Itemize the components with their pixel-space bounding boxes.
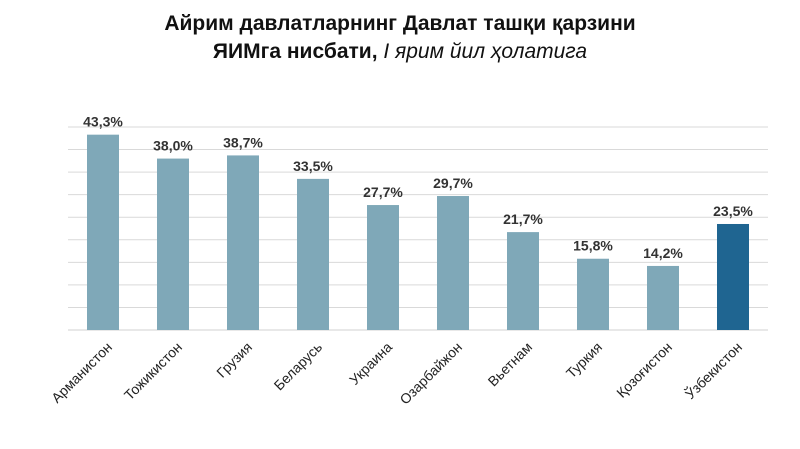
category-label-5: Украина bbox=[346, 339, 395, 388]
bar-6 bbox=[437, 196, 469, 330]
value-label-7: 21,7% bbox=[503, 211, 543, 227]
chart-title-line1: Айрим давлатларнинг Давлат ташқи қарзини bbox=[164, 12, 636, 35]
value-label-5: 27,7% bbox=[363, 184, 403, 200]
value-label-9: 14,2% bbox=[643, 245, 683, 261]
category-label-8: Туркия bbox=[563, 339, 605, 381]
value-label-10: 23,5% bbox=[713, 203, 753, 219]
chart-title: Айрим давлатларнинг Давлат ташқи қарзини… bbox=[0, 10, 800, 66]
category-label-9: Қозоғистон bbox=[613, 339, 675, 401]
category-label-1: Арманистон bbox=[48, 339, 115, 406]
bars bbox=[87, 134, 749, 330]
value-labels: 43,3% 38,0% 38,7% 33,5% 27,7% 29,7% 21,7% 15,8%… bbox=[83, 114, 753, 261]
bar-9 bbox=[647, 265, 679, 330]
value-label-3: 38,7% bbox=[223, 134, 263, 150]
bar-5 bbox=[367, 205, 399, 330]
category-label-7: Вьетнам bbox=[485, 339, 536, 390]
value-label-6: 29,7% bbox=[433, 175, 473, 191]
value-label-1: 43,3% bbox=[83, 114, 123, 130]
bar-10 bbox=[717, 223, 749, 330]
category-label-10: Ўзбекистон bbox=[681, 338, 745, 402]
bar-3 bbox=[227, 155, 259, 330]
bar-7 bbox=[507, 232, 539, 330]
chart-title-line2-bold: ЯИМга нисбати, bbox=[212, 40, 378, 63]
bar-8 bbox=[577, 258, 609, 330]
chart-title-line2: ЯИМга нисбати, I ярим йил ҳолатига bbox=[0, 38, 800, 66]
value-label-8: 15,8% bbox=[573, 238, 613, 254]
bar-1 bbox=[87, 134, 119, 330]
bar-4 bbox=[297, 178, 329, 330]
category-label-6: Озарбайжон bbox=[396, 339, 465, 408]
category-labels: Арманистон Тожикистон Грузия Беларусь Украин… bbox=[48, 338, 745, 407]
bar-2 bbox=[157, 158, 189, 330]
category-label-2: Тожикистон bbox=[121, 339, 185, 403]
chart-title-line2-italic: I ярим йил ҳолатига bbox=[377, 40, 588, 63]
category-label-4: Беларусь bbox=[271, 339, 326, 394]
category-label-3: Грузия bbox=[213, 339, 255, 381]
value-label-4: 33,5% bbox=[293, 158, 333, 174]
value-label-2: 38,0% bbox=[153, 138, 193, 154]
